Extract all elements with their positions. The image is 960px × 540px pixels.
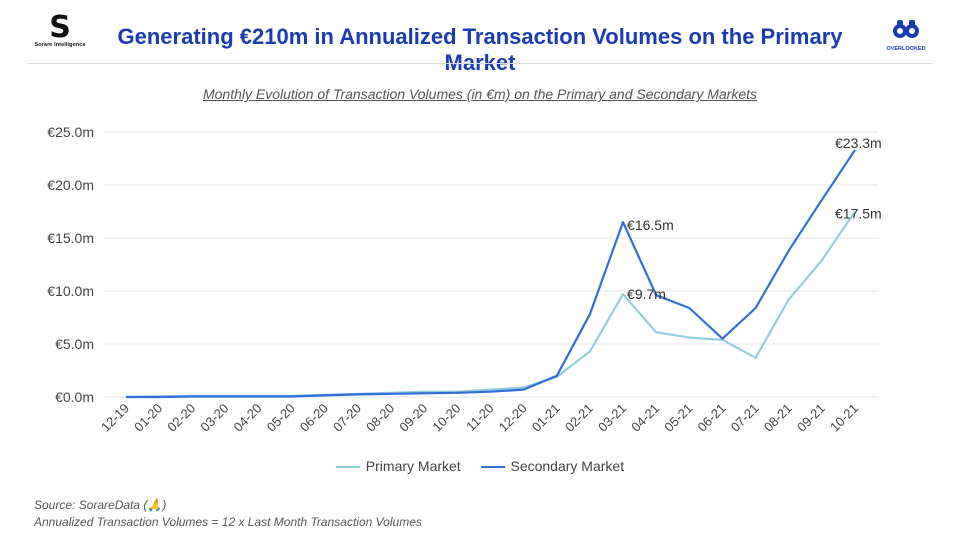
x-tick-label: 10-21	[827, 401, 861, 435]
x-tick-label: 02-21	[562, 401, 596, 435]
series-lines	[125, 149, 856, 399]
x-tick-label: 04-20	[231, 401, 265, 435]
x-tick-label: 09-21	[794, 401, 828, 435]
chart-title: Monthly Evolution of Transaction Volumes…	[202, 86, 758, 102]
data-label: €17.5m	[835, 206, 882, 222]
legend-swatch-primary	[335, 466, 360, 469]
x-tick-label: 11-20	[463, 401, 496, 434]
x-tick-label: 01-20	[131, 401, 165, 435]
overlooked-logo: OVERLOOKED	[880, 18, 932, 54]
header-divider	[28, 63, 932, 64]
x-tick-label: 12-20	[496, 401, 530, 435]
x-tick-label: 12-19	[98, 401, 132, 435]
x-tick-label: 07-21	[728, 401, 762, 435]
sorare-intelligence-logo: S Sorare Intelligence	[30, 10, 90, 54]
legend-swatch-secondary	[480, 466, 505, 469]
gridlines	[104, 131, 878, 398]
legend-label-primary: Primary Market	[365, 458, 461, 474]
legend-label-secondary: Secondary Market	[510, 458, 625, 474]
y-axis-ticks: €0.0m €5.0m €10.0m €15.0m €20.0m €25.0m	[47, 124, 94, 405]
y-tick-label: €10.0m	[47, 283, 94, 299]
series-line-primary	[125, 210, 856, 399]
x-tick-label: 04-21	[628, 401, 662, 435]
x-tick-label: 02-20	[164, 401, 198, 435]
x-tick-label: 07-20	[330, 401, 364, 435]
x-tick-label: 06-21	[694, 401, 728, 435]
x-tick-label: 08-20	[363, 401, 397, 435]
y-tick-label: €20.0m	[47, 177, 94, 193]
y-tick-label: €15.0m	[47, 230, 94, 246]
y-tick-label: €5.0m	[55, 336, 94, 352]
source-note: Source: SorareData (🙏)	[34, 498, 167, 512]
x-tick-label: 05-20	[264, 401, 298, 435]
x-tick-label: 09-20	[396, 401, 430, 435]
sorare-s-icon: S	[49, 10, 71, 45]
x-tick-label: 06-20	[297, 401, 331, 435]
right-logo-caption: OVERLOOKED	[886, 46, 926, 52]
legend-item-secondary: Secondary Market	[480, 458, 625, 474]
series-line-secondary	[126, 149, 856, 399]
y-tick-label: €25.0m	[47, 124, 94, 140]
legend-item-primary: Primary Market	[335, 458, 461, 474]
legend: Primary Market Secondary Market	[0, 458, 960, 474]
data-label: €16.5m	[627, 217, 674, 233]
binoculars-icon	[893, 20, 919, 38]
x-tick-label: 03-20	[197, 401, 231, 435]
page-title: Generating €210m in Annualized Transacti…	[117, 24, 843, 75]
x-tick-label: 05-21	[661, 401, 695, 435]
x-tick-label: 08-21	[761, 401, 795, 435]
x-tick-label: 01-21	[529, 401, 563, 435]
x-tick-label: 10-20	[429, 401, 463, 435]
methodology-note: Annualized Transaction Volumes = 12 x La…	[34, 515, 422, 529]
data-label: €23.3m	[835, 135, 882, 151]
left-logo-caption: Sorare Intelligence	[34, 42, 86, 48]
x-tick-label: 03-21	[595, 401, 629, 435]
data-label: €9.7m	[627, 286, 666, 302]
y-tick-label: €0.0m	[55, 389, 94, 405]
data-labels: €16.5m €9.7m €23.3m €17.5m	[627, 135, 882, 302]
x-axis-ticks: 12-19 01-20 02-20 03-20 04-20 05-20 06-20 07-20…	[98, 401, 861, 435]
